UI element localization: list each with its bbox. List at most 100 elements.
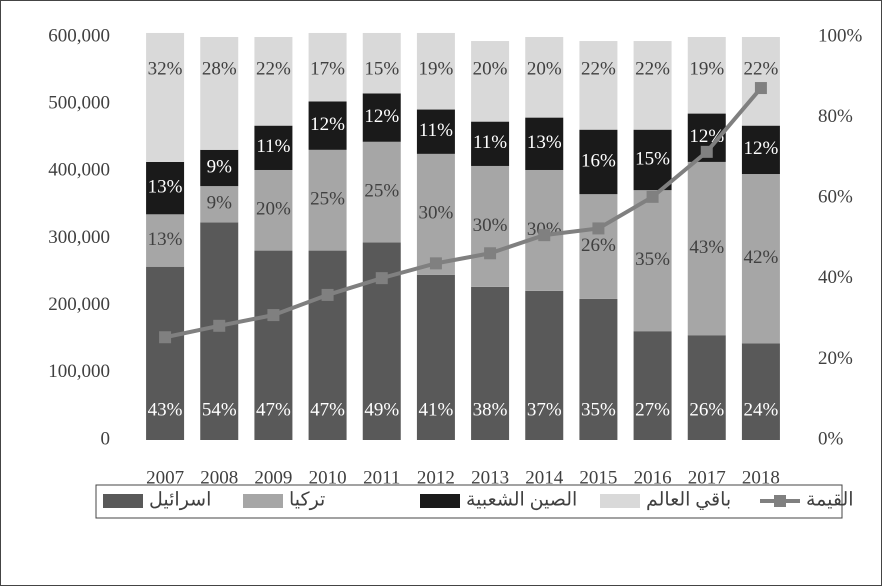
bar-segment xyxy=(579,41,618,130)
data-label: 11% xyxy=(473,132,507,153)
line-marker xyxy=(484,247,497,260)
data-label: 43% xyxy=(148,399,183,420)
bar-segment xyxy=(525,290,564,440)
x-tick-label: 2009 xyxy=(254,467,292,488)
data-label: 35% xyxy=(635,249,670,270)
bar-segment xyxy=(362,32,401,94)
x-tick-label: 2017 xyxy=(688,467,726,488)
data-label: 30% xyxy=(473,215,508,236)
y-tick-label: 600,000 xyxy=(48,25,110,46)
bar-segment xyxy=(308,149,347,251)
bar-segment xyxy=(362,141,401,243)
x-tick-label: 2010 xyxy=(309,467,347,488)
data-label: 20% xyxy=(256,199,291,220)
data-label: 13% xyxy=(148,229,183,250)
line-marker xyxy=(754,82,767,95)
line-marker xyxy=(646,190,659,203)
y-tick-label: 500,000 xyxy=(48,93,110,114)
bar-segment xyxy=(471,121,510,166)
y2-tick-label: 0% xyxy=(818,428,844,449)
data-label: 35% xyxy=(581,399,616,420)
bar-segment xyxy=(471,165,510,287)
bar-segment xyxy=(146,161,185,215)
bar-segment xyxy=(416,274,455,440)
y-tick-label: 300,000 xyxy=(48,227,110,248)
bar-segment xyxy=(741,343,780,440)
y2-tick-label: 40% xyxy=(818,267,853,288)
legend-label: تركيا xyxy=(289,489,325,510)
bar-segment xyxy=(579,129,618,195)
y-tick-label: 0 xyxy=(101,428,111,449)
data-label: 22% xyxy=(744,58,779,79)
legend-marker xyxy=(774,495,786,507)
data-label: 22% xyxy=(581,58,616,79)
data-label: 42% xyxy=(744,247,779,268)
bar-segment xyxy=(200,149,239,187)
y-tick-label: 200,000 xyxy=(48,294,110,315)
bar-segment xyxy=(146,214,185,267)
bar-segment xyxy=(308,101,347,150)
y2-tick-label: 20% xyxy=(818,348,853,369)
bar-segment xyxy=(633,129,672,191)
bar-segment xyxy=(579,298,618,440)
data-label: 32% xyxy=(148,58,183,79)
line-marker xyxy=(213,319,226,332)
bar-segment xyxy=(741,37,780,126)
data-label: 26% xyxy=(581,235,616,256)
legend-swatch xyxy=(600,494,640,508)
data-label: 15% xyxy=(635,148,670,169)
bar-segment xyxy=(633,190,672,332)
y-tick-label: 100,000 xyxy=(48,361,110,382)
line-marker xyxy=(159,331,172,344)
data-label: 12% xyxy=(744,138,779,159)
data-label: 12% xyxy=(310,114,345,135)
data-label: 43% xyxy=(689,237,724,258)
bar-segment xyxy=(741,174,780,344)
data-label: 16% xyxy=(581,150,616,171)
legend-label: اسرائيل xyxy=(149,489,211,510)
bar-segment xyxy=(254,250,293,440)
x-tick-label: 2007 xyxy=(146,467,184,488)
line-marker xyxy=(700,145,713,158)
data-label: 22% xyxy=(256,58,291,79)
bar-segment xyxy=(200,37,239,150)
legend-label: القيمة xyxy=(806,489,854,510)
legend-label: الصين الشعبية xyxy=(466,489,577,510)
data-label: 17% xyxy=(310,58,345,79)
data-label: 25% xyxy=(310,189,345,210)
data-label: 12% xyxy=(364,106,399,127)
bar-segment xyxy=(741,125,780,175)
line xyxy=(164,86,763,340)
line-marker xyxy=(375,272,388,285)
data-label: 54% xyxy=(202,399,237,420)
x-tick-label: 2008 xyxy=(200,467,238,488)
data-label: 13% xyxy=(148,176,183,197)
bar-segment xyxy=(579,194,618,299)
y2-tick-label: 100% xyxy=(818,25,863,46)
data-label: 49% xyxy=(364,399,399,420)
x-tick-label: 2014 xyxy=(525,467,564,488)
data-label: 9% xyxy=(207,193,233,214)
data-label: 26% xyxy=(689,399,724,420)
bar-segment xyxy=(687,37,726,114)
data-label: 11% xyxy=(256,136,290,157)
legend-swatch xyxy=(103,494,143,508)
data-label: 47% xyxy=(256,399,291,420)
data-label: 37% xyxy=(527,399,562,420)
data-label: 27% xyxy=(635,399,670,420)
bar-segment xyxy=(525,37,564,118)
legend-swatch xyxy=(420,494,460,508)
bar-segment xyxy=(146,32,185,162)
x-tick-label: 2015 xyxy=(579,467,617,488)
bar-segment xyxy=(254,169,293,251)
x-tick-label: 2013 xyxy=(471,467,509,488)
bar-segment xyxy=(254,125,293,170)
data-label: 20% xyxy=(473,58,508,79)
bar-segment xyxy=(146,266,185,440)
x-tick-label: 2016 xyxy=(634,467,672,488)
legend-swatch xyxy=(243,494,283,508)
bar-segment xyxy=(633,331,672,440)
bar-segment xyxy=(471,286,510,440)
bar-segment xyxy=(633,41,672,130)
